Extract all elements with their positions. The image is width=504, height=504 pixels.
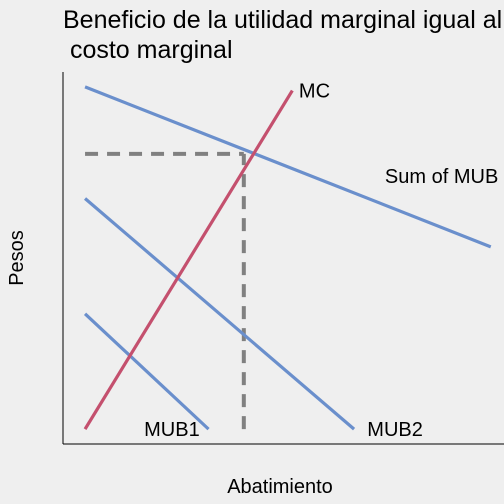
- labels-layer: MUB1 MUB2 Sum of MUB MC: [144, 81, 498, 442]
- series-label-mub1: MUB1: [144, 419, 200, 441]
- series-line-mub2: [84, 197, 356, 431]
- chart-title-line1: Beneficio de la utilidad marginal igual …: [63, 6, 502, 34]
- series-line-sum-of-mub: [84, 85, 492, 249]
- series-label-mc: MC: [299, 81, 330, 103]
- series-label-mub2: MUB2: [367, 419, 423, 441]
- series-line-mc: [83, 89, 294, 430]
- chart-title-line2: costo marginal: [63, 36, 233, 64]
- guides-layer: [85, 151, 246, 430]
- y-axis-label: Pesos: [6, 230, 28, 286]
- series-label-sum-of-mub: Sum of MUB: [385, 166, 498, 188]
- series-line-mub1: [83, 312, 210, 431]
- x-axis-label: Abatimiento: [227, 476, 333, 498]
- series-layer: [83, 85, 492, 431]
